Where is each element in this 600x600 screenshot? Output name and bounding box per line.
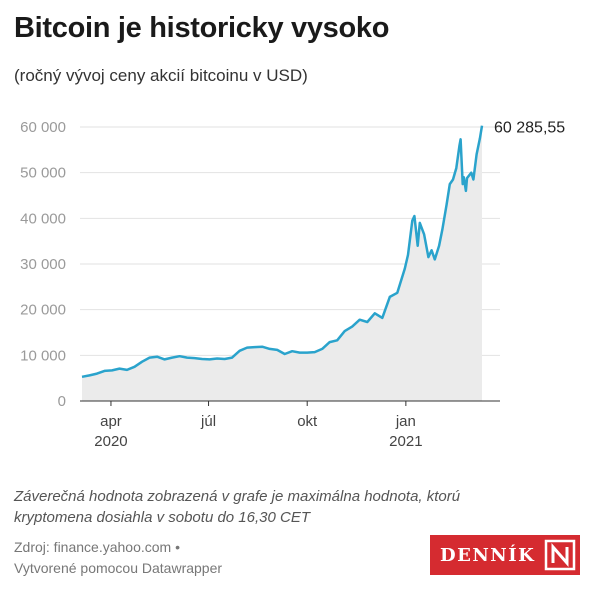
price-line	[81, 125, 484, 379]
y-tick-label: 10 000	[20, 347, 66, 364]
y-tick-label: 40 000	[20, 210, 66, 227]
x-tick-year-label: 2021	[389, 433, 422, 450]
y-axis-tick-labels: 0 10 000 20 000 30 000 40 000 50 000 60 000	[20, 119, 66, 410]
note-line-1: Záverečná hodnota zobrazená v grafe je m…	[14, 488, 461, 505]
y-tick-label: 30 000	[20, 256, 66, 273]
x-tick-label: okt	[297, 413, 318, 430]
chart-title: Bitcoin je historicky vysoko	[14, 12, 390, 44]
source-block: Zdroj: finance.yahoo.com • Vytvorené pom…	[14, 537, 222, 579]
credit-text: Vytvorené pomocou Datawrapper	[14, 560, 223, 576]
dennik-n-logo: DENNÍK	[430, 535, 580, 575]
y-tick-label: 50 000	[20, 165, 66, 182]
y-tick-label: 0	[58, 393, 66, 410]
chart-subtitle: (ročný vývoj ceny akcií bitcoinu v USD)	[14, 66, 308, 85]
chart-note: Záverečná hodnota zobrazená v grafe je m…	[14, 486, 534, 528]
x-tick-label: jan	[395, 413, 416, 430]
x-tick-year-label: 2020	[94, 433, 127, 450]
end-value-label: 60 285,55	[494, 120, 565, 137]
x-tick-label: júl	[200, 413, 216, 430]
note-line-2: kryptomena dosiahla v sobotu do 16,30 CE…	[14, 509, 311, 526]
logo-text: DENNÍK	[440, 544, 536, 566]
x-tick-label: apr	[100, 413, 122, 430]
n-logo-icon	[544, 539, 576, 571]
price-area	[82, 125, 482, 401]
y-tick-label: 20 000	[20, 302, 66, 319]
price-chart: 0 10 000 20 000 30 000 40 000 50 000 60 000 ap…	[20, 119, 565, 450]
y-tick-label: 60 000	[20, 119, 66, 136]
x-axis-tick-labels: apr 2020 júl okt jan 2021	[94, 401, 423, 450]
source-text: Zdroj: finance.yahoo.com •	[14, 539, 180, 555]
